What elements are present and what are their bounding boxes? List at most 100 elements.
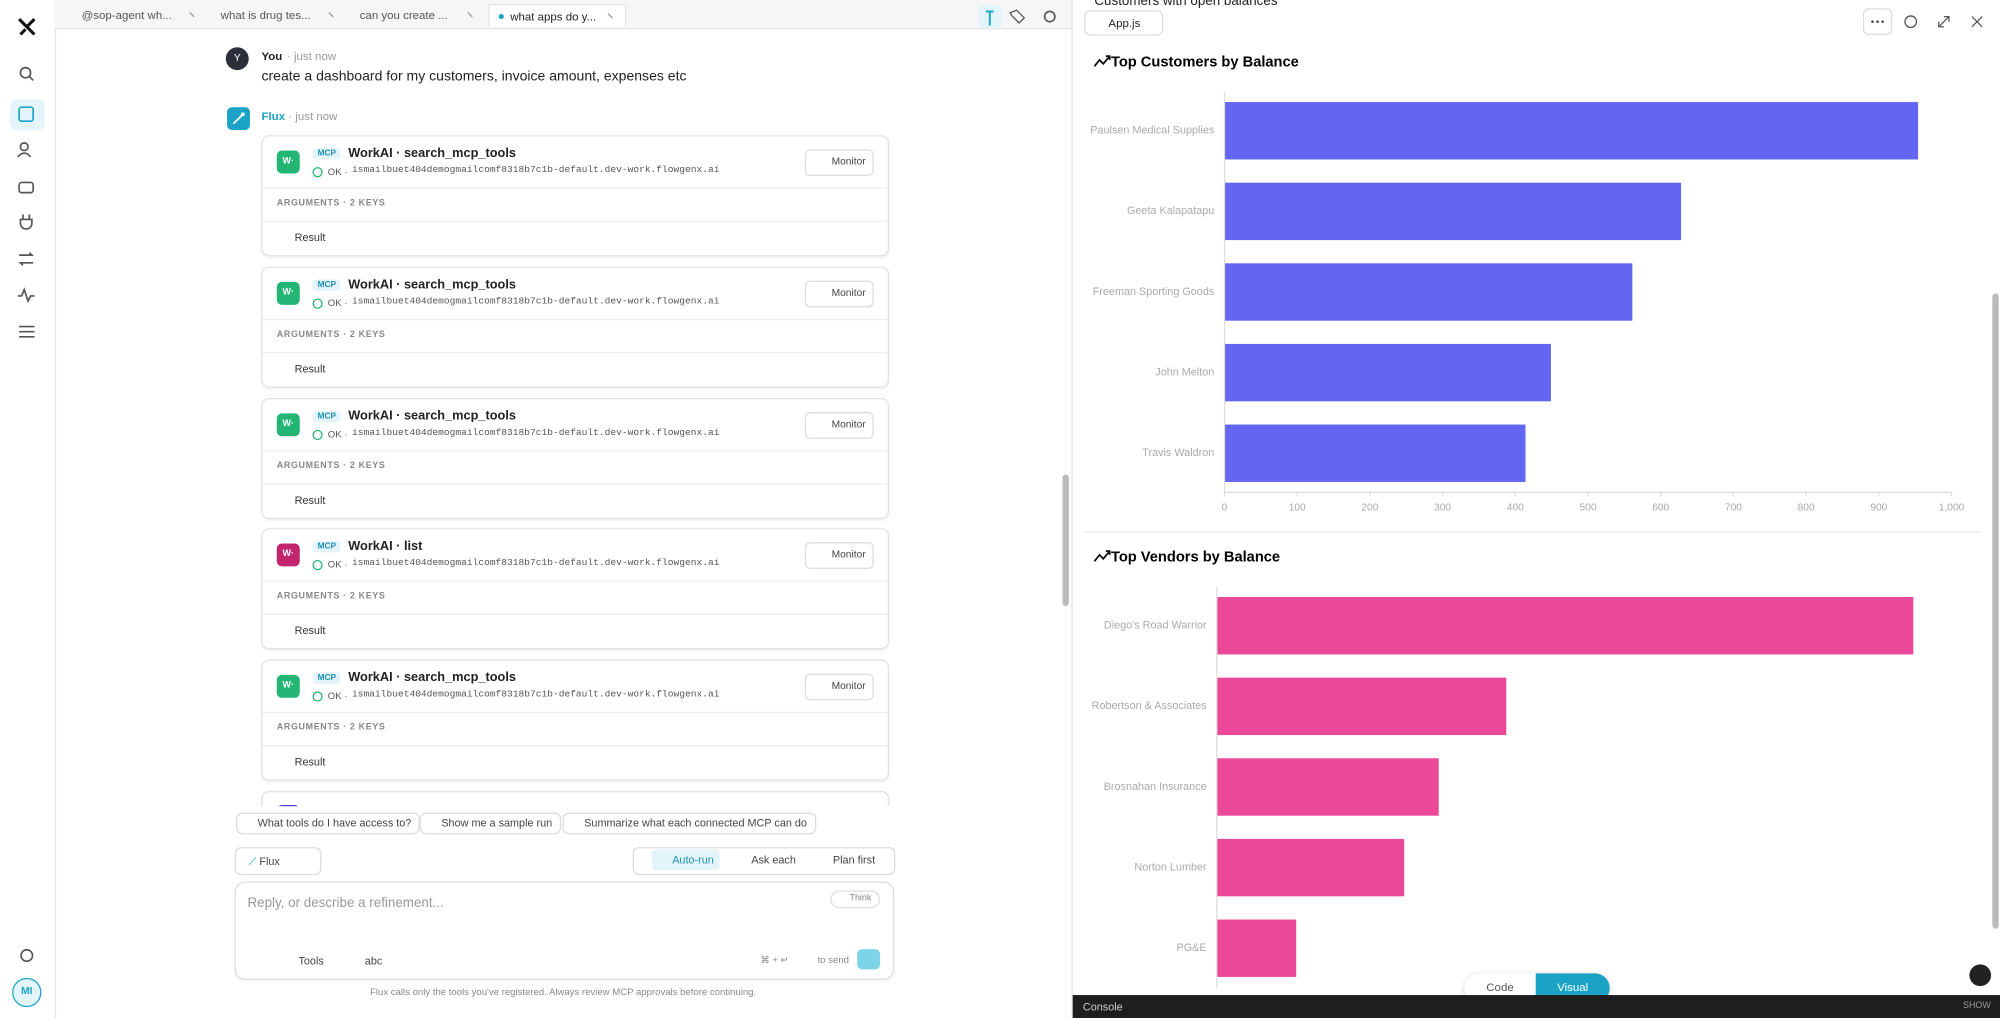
console-bar[interactable]: Console SHOW bbox=[1072, 995, 2000, 1018]
title-icon bbox=[1093, 550, 1111, 562]
result-toggle[interactable]: Result bbox=[294, 493, 326, 506]
arguments-label: ARGUMENTS · 2 KEYS bbox=[276, 723, 386, 733]
agent-select-label: Flux bbox=[259, 854, 280, 868]
tab[interactable]: @sop-agent wh... bbox=[71, 4, 209, 27]
tool-title: WorkAI · list bbox=[348, 540, 423, 555]
category-label: Diego's Road Warrior bbox=[1104, 620, 1207, 632]
x-tick-label: 100 bbox=[1289, 502, 1306, 513]
category-label: PG&E bbox=[1177, 942, 1207, 954]
tab[interactable]: can you create ... bbox=[349, 4, 487, 27]
x-tick-label: 300 bbox=[1434, 502, 1451, 513]
divider bbox=[262, 449, 888, 452]
category-label: Paulsen Medical Supplies bbox=[1090, 125, 1215, 137]
file-select[interactable]: App.js bbox=[1084, 10, 1164, 36]
charts: Top Customers by Balance Paulsen Medical … bbox=[1082, 54, 1981, 988]
arguments-label: ARGUMENTS · 2 KEYS bbox=[276, 199, 386, 208]
think-toggle[interactable]: Think bbox=[830, 890, 881, 909]
tool-call-card: W· MCP WorkAI · search_mcp_tools OK · ismail… bbox=[261, 135, 890, 257]
send-hint: to send bbox=[817, 954, 849, 966]
mcp-badge: MCP bbox=[312, 672, 342, 685]
status-icon bbox=[312, 167, 323, 178]
bar bbox=[1224, 263, 1633, 321]
bar bbox=[1216, 919, 1297, 977]
tool-host: ismailbuet404demogmailcomf8318b7c1b-defa… bbox=[352, 296, 720, 308]
monitor-button[interactable]: Monitor bbox=[804, 280, 874, 308]
bar bbox=[1224, 343, 1551, 402]
monitor-button[interactable]: Monitor bbox=[804, 542, 874, 570]
divider bbox=[262, 187, 888, 189]
chart-title: Top Customers by Balance bbox=[1111, 54, 1299, 70]
result-toggle[interactable]: Result bbox=[294, 230, 326, 244]
mode-option[interactable]: Auto-run bbox=[651, 849, 719, 871]
category-label: Freeman Sporting Goods bbox=[1093, 286, 1215, 298]
x-tick-label: 500 bbox=[1580, 502, 1597, 513]
tab-label: what is drug tes... bbox=[220, 8, 311, 22]
bar bbox=[1224, 424, 1526, 482]
preview-heading: Customers with open balances bbox=[1094, 0, 1278, 9]
tab-close[interactable] bbox=[328, 11, 334, 18]
divider bbox=[262, 220, 888, 222]
console-show[interactable]: SHOW bbox=[1963, 1001, 1991, 1011]
suggestion-chip[interactable]: Summarize what each connected MCP can do bbox=[562, 812, 816, 835]
tab-label: can you create ... bbox=[359, 8, 448, 22]
arguments-label: ARGUMENTS · 2 KEYS bbox=[276, 461, 386, 471]
user-avatar[interactable]: MI bbox=[21, 984, 33, 997]
user-msg-avatar: Y bbox=[225, 47, 249, 71]
title-icon bbox=[1093, 55, 1111, 67]
chart-title: Top Vendors by Balance bbox=[1111, 549, 1280, 565]
tool-status: OK · bbox=[327, 296, 348, 309]
tool-icon: W· bbox=[276, 412, 300, 436]
suggestion-chip[interactable]: Show me a sample run bbox=[419, 812, 562, 835]
divider bbox=[262, 712, 888, 714]
tool-icon: W· bbox=[276, 281, 300, 305]
mode-option[interactable]: Plan first bbox=[832, 853, 876, 867]
tab-label: what apps do y... bbox=[510, 10, 597, 23]
result-toggle[interactable]: Result bbox=[294, 624, 326, 638]
code-view[interactable]: Code bbox=[1486, 981, 1514, 994]
refresh-button[interactable] bbox=[1969, 964, 1992, 987]
mode-option[interactable]: Ask each bbox=[751, 853, 796, 867]
tab[interactable]: what is drug tes... bbox=[210, 4, 348, 27]
file-label: App.js bbox=[1108, 16, 1141, 30]
tool-title: WorkAI · search_mcp_tools bbox=[348, 408, 516, 424]
tool-icon: W· bbox=[276, 543, 300, 567]
composer[interactable]: Reply, or describe a refinement... Think… bbox=[234, 881, 895, 980]
tab-close[interactable] bbox=[467, 11, 473, 18]
category-label: Norton Lumber bbox=[1134, 861, 1207, 873]
tab-close[interactable] bbox=[607, 13, 614, 19]
tab-dot bbox=[498, 14, 504, 20]
tools-label: Tools bbox=[298, 954, 324, 967]
composer-placeholder[interactable]: Reply, or describe a refinement... bbox=[247, 895, 444, 911]
monitor-button[interactable]: Monitor bbox=[804, 411, 874, 439]
console-label: Console bbox=[1082, 1000, 1123, 1013]
status-icon bbox=[312, 429, 323, 440]
preview-scrollbar[interactable] bbox=[1992, 293, 1999, 929]
monitor-label: Monitor bbox=[831, 680, 866, 692]
category-label: Travis Waldron bbox=[1142, 447, 1214, 459]
user-message: create a dashboard for my customers, inv… bbox=[261, 68, 687, 85]
sidebar-icons bbox=[10, 18, 45, 1008]
tools-button[interactable]: Tools bbox=[281, 954, 324, 967]
arguments-label: ARGUMENTS · 2 KEYS bbox=[276, 330, 386, 340]
monitor-label: Monitor bbox=[831, 155, 866, 168]
agent-time: · just now bbox=[288, 109, 338, 123]
tab[interactable]: what apps do y... bbox=[488, 3, 627, 27]
model-select[interactable]: abc bbox=[344, 954, 382, 967]
suggestion-chip[interactable]: What tools do I have access to? bbox=[235, 812, 421, 835]
monitor-button[interactable]: Monitor bbox=[804, 149, 874, 177]
tool-call-card: W· MCP WorkAI · search_mcp_tools OK · ismail… bbox=[261, 266, 890, 388]
agent-select[interactable]: ⟋ Flux bbox=[234, 847, 322, 876]
monitor-button[interactable]: Monitor bbox=[804, 673, 874, 701]
user-name: You bbox=[261, 49, 283, 63]
send-button[interactable] bbox=[857, 949, 881, 970]
result-toggle[interactable]: Result bbox=[294, 362, 326, 375]
scrollbar[interactable] bbox=[1062, 474, 1069, 606]
status-icon bbox=[312, 298, 323, 309]
tab-close[interactable] bbox=[189, 11, 195, 18]
user-time: · just now bbox=[286, 49, 337, 63]
monitor-label: Monitor bbox=[831, 286, 866, 299]
tool-call-card: W· MCP WorkAI · search_mcp_tools OK · ismail… bbox=[261, 659, 890, 781]
tool-host: ismailbuet404demogmailcomf8318b7c1b-defa… bbox=[352, 690, 720, 701]
result-toggle[interactable]: Result bbox=[294, 755, 326, 769]
